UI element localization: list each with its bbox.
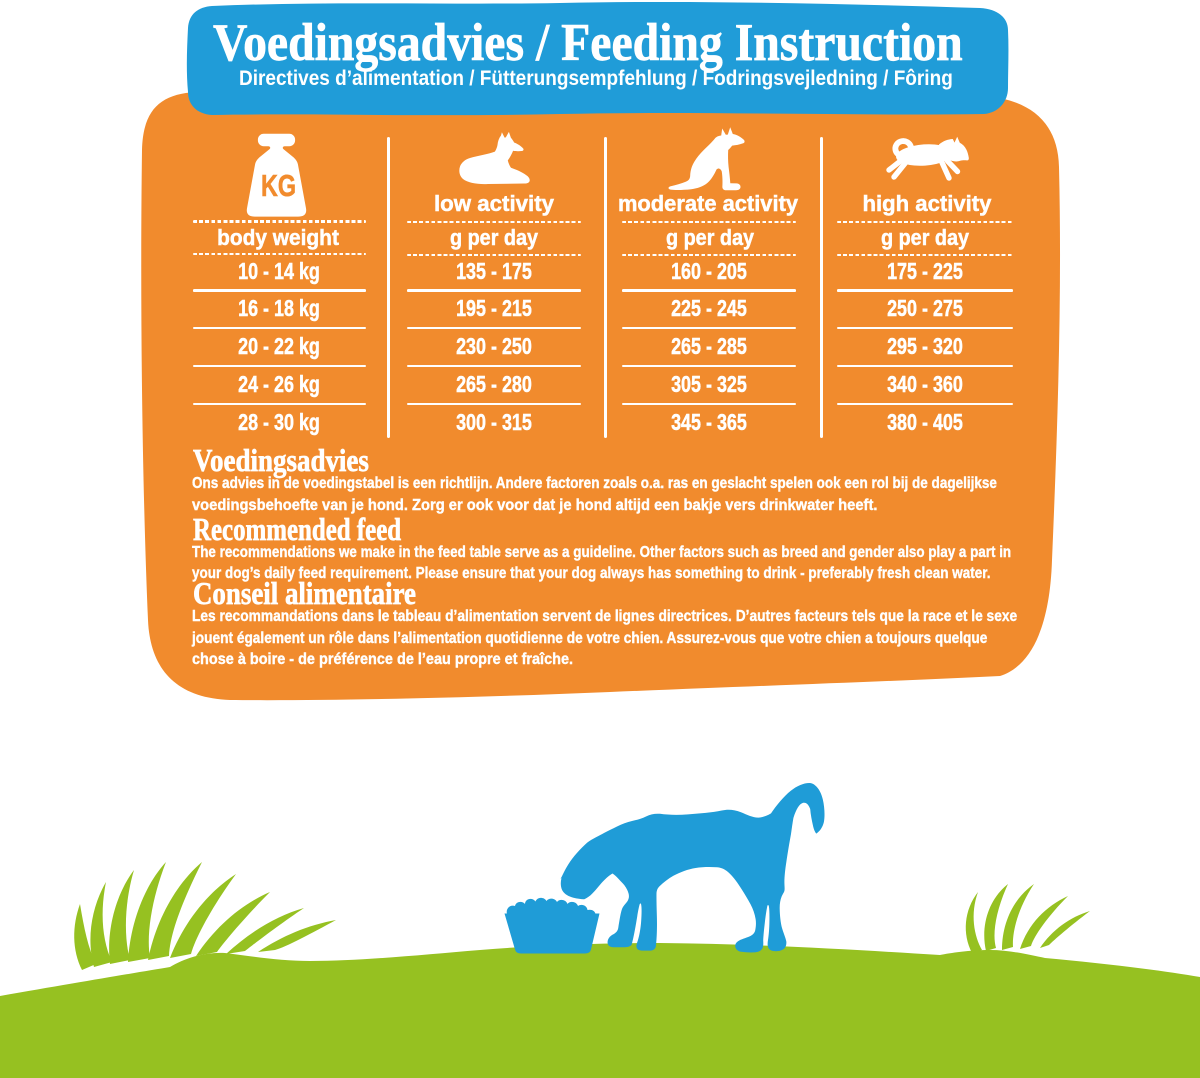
svg-text:KG: KG <box>261 168 296 203</box>
